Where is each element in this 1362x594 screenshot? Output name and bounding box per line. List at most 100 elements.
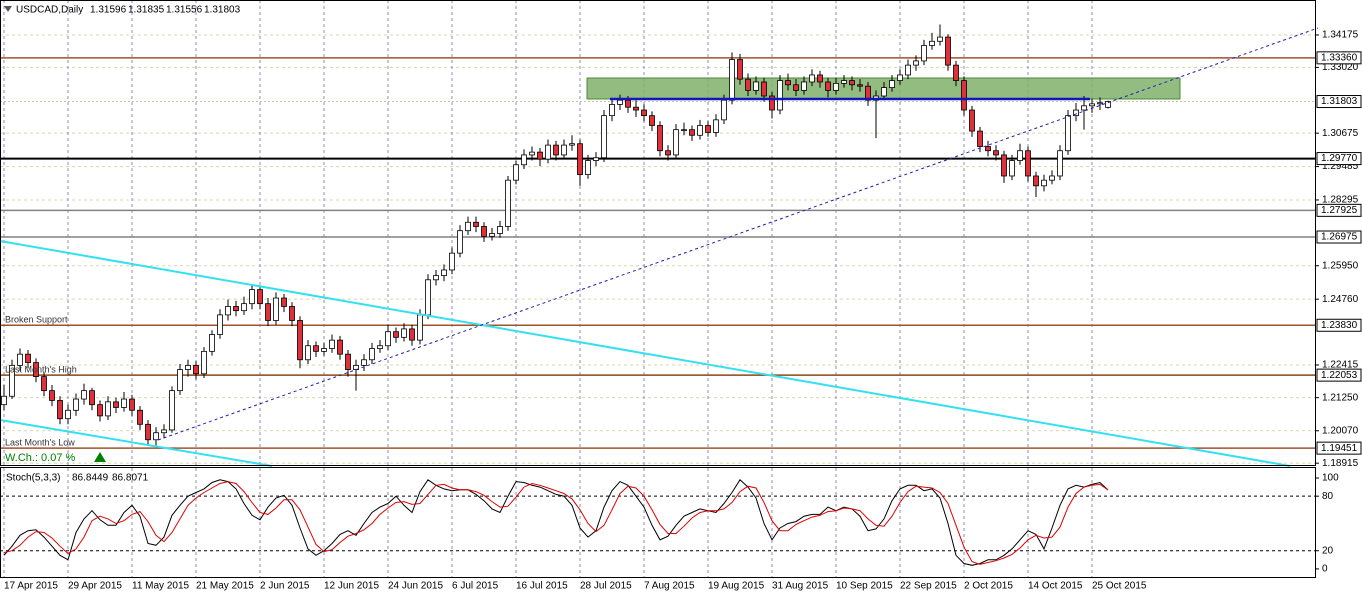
y-tick-label: 0 — [1322, 564, 1328, 575]
stoch-line — [3, 481, 1109, 565]
candle-body — [713, 119, 719, 133]
y-tick-label: 1.29485 — [1322, 161, 1359, 172]
trend-line — [157, 27, 1319, 441]
y-tick-label: 1.18915 — [1322, 458, 1359, 469]
candle-body — [529, 151, 535, 156]
candle-body — [449, 252, 455, 271]
candle-body — [457, 230, 463, 254]
y-tick-label: 1.28295 — [1322, 195, 1359, 206]
current-price-box — [1316, 95, 1362, 109]
stoch-panel-frame — [0, 467, 1316, 578]
level-label: 1.29770 — [1321, 153, 1358, 164]
candle-body — [697, 125, 703, 136]
candle-body — [337, 339, 343, 355]
candle-body — [777, 80, 783, 111]
candle-body — [137, 409, 143, 425]
level-label-box — [1316, 51, 1362, 65]
candle-body — [9, 364, 15, 397]
x-tick-label: 11 May 2015 — [132, 581, 190, 592]
candle-body — [561, 144, 567, 156]
y-tick-label: 100 — [1322, 473, 1339, 484]
candle-body — [641, 109, 647, 117]
level-label: 1.27925 — [1321, 205, 1358, 216]
x-tick-label: 6 Jul 2015 — [452, 581, 499, 592]
candle-body — [649, 115, 655, 126]
candle-body — [617, 99, 623, 105]
candle-body — [321, 348, 327, 352]
candle-body — [673, 129, 679, 156]
candle-body — [81, 390, 87, 400]
candle-body — [89, 390, 95, 406]
candle-body — [177, 369, 183, 392]
candle-body — [345, 353, 351, 370]
candle-body — [1057, 150, 1063, 177]
y-tick-label: 1.21250 — [1322, 392, 1359, 403]
candle-body — [313, 345, 319, 352]
candle-body — [881, 87, 887, 97]
candle-body — [57, 400, 63, 420]
close-value: 1.31803 — [204, 5, 241, 16]
candle-body — [505, 179, 511, 227]
x-tick-label: 14 Oct 2015 — [1028, 581, 1083, 592]
change-arrow — [94, 452, 106, 462]
candle-body — [105, 401, 111, 417]
candle-body — [953, 64, 959, 81]
candle-body — [305, 345, 311, 361]
x-tick-label: 21 May 2015 — [196, 581, 254, 592]
candle-body — [969, 109, 975, 132]
candle-body — [937, 36, 943, 42]
labels: USDCAD,Daily 1.31596 1.31835 1.31556 1.3… — [4, 5, 1362, 592]
candle-body — [905, 64, 911, 76]
level-note: Broken Support — [5, 315, 68, 325]
candle-body — [385, 331, 391, 347]
candle-body — [577, 143, 583, 175]
level-label-box — [1316, 368, 1362, 382]
candle-body — [761, 81, 767, 97]
x-tick-label: 7 Aug 2015 — [644, 581, 695, 592]
candle-body — [513, 164, 519, 181]
candle-body — [377, 345, 383, 349]
candle-body — [393, 331, 399, 338]
candle-body — [929, 40, 935, 46]
drawings — [0, 6, 1319, 467]
candle-body — [209, 334, 215, 352]
candle-body — [993, 150, 999, 156]
candle-body — [161, 429, 167, 434]
candle-body — [537, 151, 543, 160]
y-tick-label: 20 — [1322, 545, 1334, 556]
level-label-box — [1316, 441, 1362, 455]
level-note: Last Month's High — [5, 364, 77, 374]
candle-body — [361, 359, 367, 366]
candle-body — [745, 78, 751, 91]
candle-body — [977, 130, 983, 147]
x-tick-label: 2 Oct 2015 — [964, 581, 1013, 592]
x-tick-label: 12 Jun 2015 — [324, 581, 379, 592]
candle-body — [857, 84, 863, 87]
candle-body — [289, 306, 295, 321]
candle-body — [481, 226, 487, 237]
level-label: 1.23830 — [1321, 320, 1358, 331]
candle-body — [1009, 160, 1015, 177]
candle-body — [785, 80, 791, 86]
candle-body — [1025, 150, 1031, 177]
level-label-box — [1316, 230, 1362, 244]
candle-body — [121, 398, 127, 408]
open-value: 1.31596 — [90, 5, 127, 16]
x-tick-label: 10 Sep 2015 — [836, 581, 893, 592]
y-tick-label: 1.30675 — [1322, 128, 1359, 139]
candle-body — [1001, 154, 1007, 177]
candle-body — [833, 82, 839, 91]
candle-body — [249, 289, 255, 305]
x-tick-label: 25 Oct 2015 — [1092, 581, 1147, 592]
candle-body — [913, 60, 919, 66]
high-value: 1.31835 — [128, 5, 165, 16]
candle-body — [985, 146, 991, 152]
x-tick-label: 2 Jun 2015 — [260, 581, 310, 592]
y-tick-label: 1.24760 — [1322, 294, 1359, 305]
candle-body — [521, 154, 527, 166]
y-tick-label: 1.33020 — [1322, 62, 1359, 73]
candle-body — [233, 306, 239, 312]
y-tick-label: 1.20070 — [1322, 425, 1359, 436]
candle-body — [633, 106, 639, 111]
candle-body — [465, 221, 471, 232]
